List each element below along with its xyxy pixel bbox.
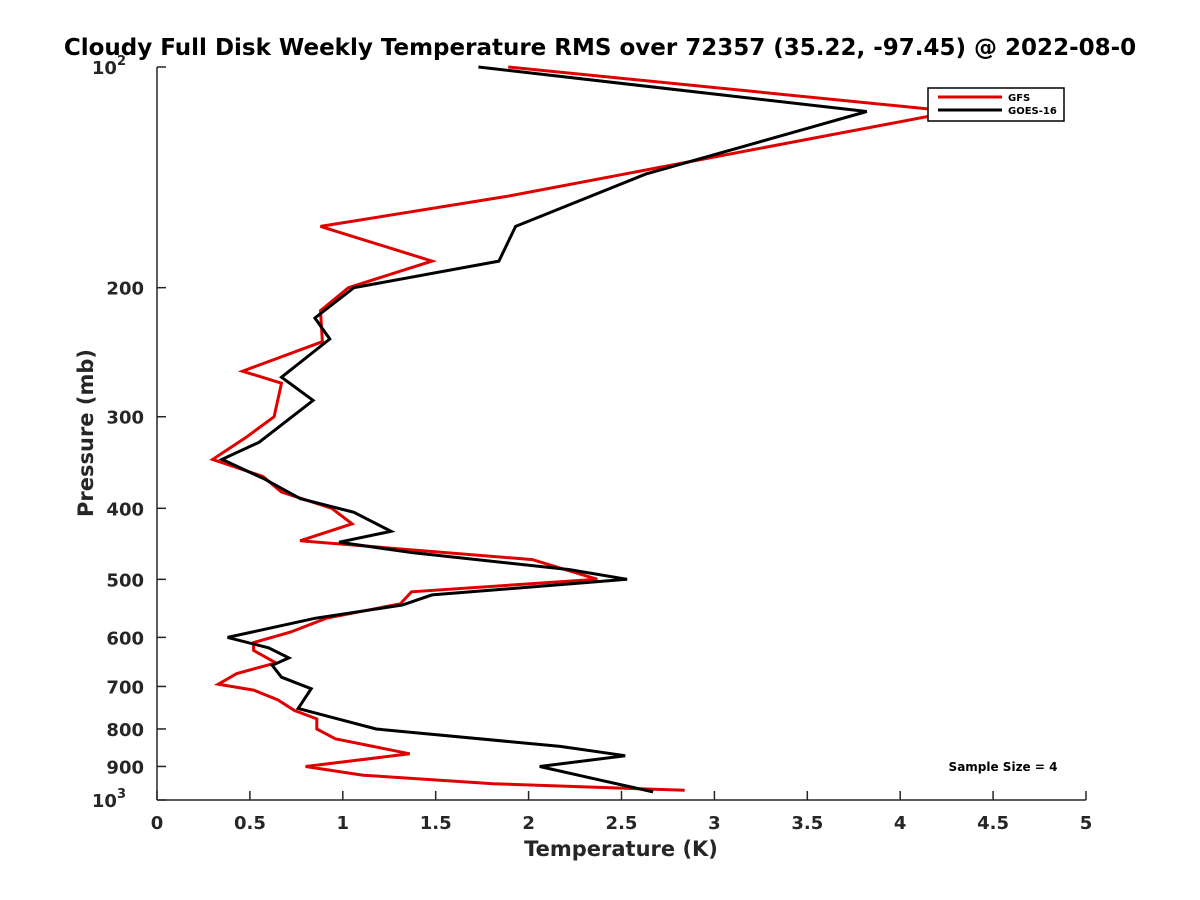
legend: GFS GOES-16	[927, 87, 1065, 122]
y-axis-label: Pressure (mb)	[74, 349, 98, 517]
y-tick-label: 500	[106, 570, 144, 591]
sample-size-annotation: Sample Size = 4	[949, 760, 1058, 774]
series-line-goes-16	[218, 65, 868, 794]
series-line-gfs	[209, 65, 955, 792]
y-tick-exponent: 2	[117, 54, 126, 69]
x-tick-label: 0.5	[234, 813, 266, 834]
x-tick-label: 4	[894, 813, 907, 834]
axes: 0 0.5 1 1.5 2 2.5 3 3.5 4 4.5 5 102 200 300 400 500 600 7…	[92, 54, 1092, 834]
y-tick-exponent: 3	[117, 787, 126, 802]
plot-area: 0 0.5 1 1.5 2 2.5 3 3.5 4 4.5 5 102 200 300 400 500 600 7…	[92, 54, 1092, 834]
y-tick-label: 102	[92, 54, 126, 79]
legend-label: GOES-16	[1008, 106, 1057, 117]
y-tick-label: 900	[106, 757, 144, 778]
x-tick-label: 3	[708, 813, 721, 834]
x-tick-label: 2	[522, 813, 535, 834]
y-tick-label: 400	[106, 499, 144, 520]
x-tick-label: 4.5	[977, 813, 1009, 834]
y-tick-label: 103	[92, 787, 126, 812]
y-tick-label: 200	[106, 279, 144, 300]
series-layer	[209, 65, 955, 794]
legend-box	[927, 87, 1065, 122]
x-axis-label: Temperature (K)	[524, 837, 718, 861]
y-tick-label: 800	[106, 720, 144, 741]
y-tick-label: 300	[106, 408, 144, 429]
x-tick-label: 1	[337, 813, 350, 834]
x-tick-label: 3.5	[791, 813, 823, 834]
y-tick-label: 600	[106, 628, 144, 649]
legend-label: GFS	[1008, 93, 1030, 104]
x-tick-label: 2.5	[606, 813, 638, 834]
x-tick-label: 5	[1080, 813, 1093, 834]
chart-title: Cloudy Full Disk Weekly Temperature RMS …	[64, 35, 1136, 61]
x-tick-label: 0	[151, 813, 164, 834]
x-tick-label: 1.5	[420, 813, 452, 834]
y-tick-label: 700	[106, 677, 144, 698]
